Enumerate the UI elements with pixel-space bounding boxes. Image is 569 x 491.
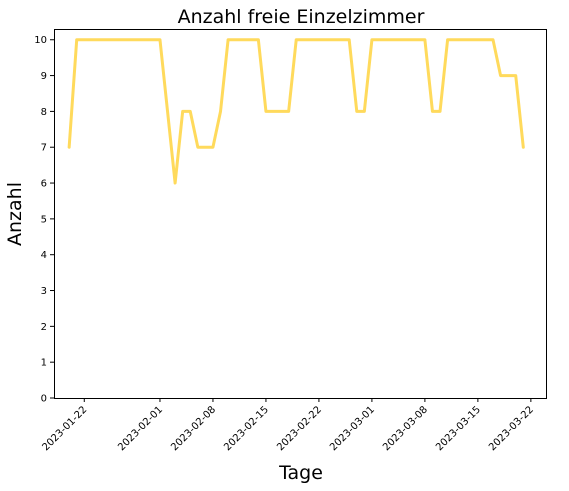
y-tick-label: 4 bbox=[41, 250, 47, 261]
series-line bbox=[67, 38, 525, 185]
y-axis-label: Anzahl bbox=[4, 182, 26, 246]
x-tick-label: 2023-02-15 bbox=[222, 404, 271, 453]
y-tick-label: 5 bbox=[41, 214, 47, 225]
y-tick-label: 6 bbox=[41, 179, 47, 190]
y-tick-label: 1 bbox=[41, 358, 47, 369]
y-axis: 0 1 2 3 4 5 6 7 8 9 10 bbox=[34, 35, 54, 405]
x-tick-label: 2023-02-08 bbox=[169, 404, 218, 453]
x-axis: 2023-01-22 2023-02-01 2023-02-08 2023-02-15… bbox=[41, 398, 536, 453]
x-tick-label: 2023-03-22 bbox=[487, 404, 536, 453]
y-tick-label: 0 bbox=[41, 394, 47, 405]
y-tick-label: 9 bbox=[41, 71, 47, 82]
y-tick-label: 10 bbox=[34, 35, 47, 46]
y-tick-label: 2 bbox=[41, 322, 47, 333]
plot-area bbox=[54, 29, 547, 399]
x-tick-label: 2023-03-08 bbox=[381, 404, 430, 453]
y-tick-label: 7 bbox=[41, 143, 47, 154]
x-axis-label: Tage bbox=[278, 462, 323, 484]
x-tick-label: 2023-01-22 bbox=[41, 404, 90, 453]
y-tick-label: 3 bbox=[41, 286, 47, 297]
series-layer bbox=[67, 38, 525, 185]
y-tick-label: 8 bbox=[41, 107, 47, 118]
chart-title: Anzahl freie Einzelzimmer bbox=[178, 6, 425, 28]
x-tick-label: 2023-03-01 bbox=[328, 404, 377, 453]
x-tick-label: 2023-02-22 bbox=[275, 404, 324, 453]
x-tick-label: 2023-02-01 bbox=[116, 404, 165, 453]
x-tick-label: 2023-03-15 bbox=[434, 404, 483, 453]
